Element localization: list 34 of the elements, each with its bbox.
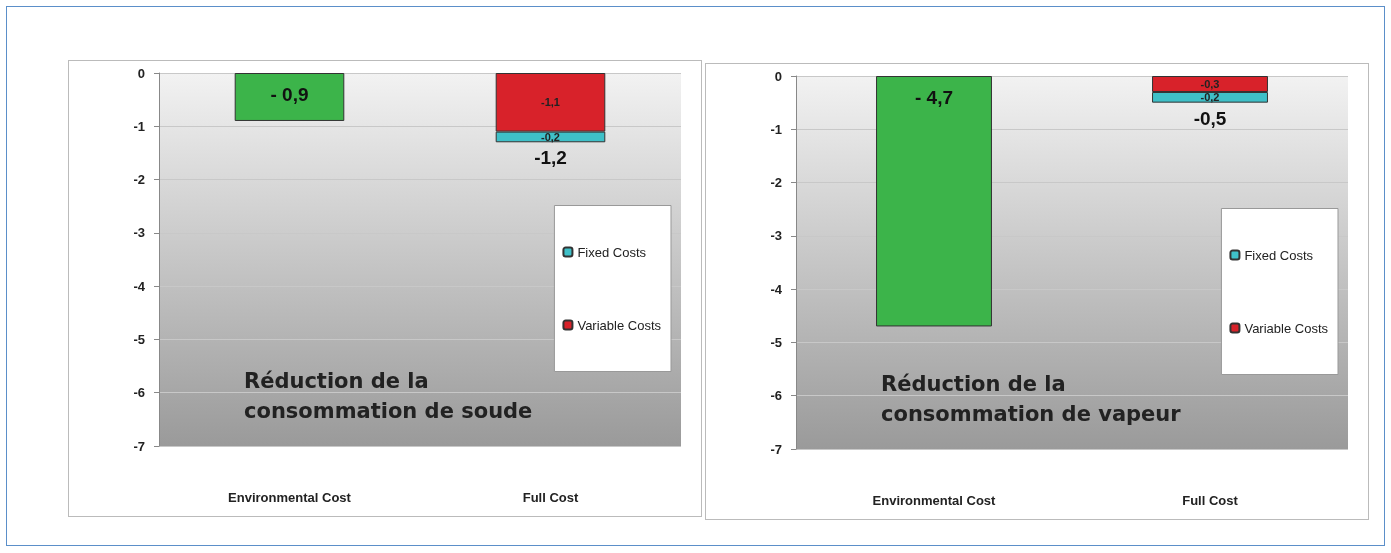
legend-label: Fixed Costs [1244,247,1314,263]
legend-label: Variable Costs [577,317,662,333]
x-tick-label: Environmental Cost [228,490,352,505]
text: Réduction de la consommation de vapeur [881,372,1182,426]
data-label: -1,1 [541,96,560,109]
data-label: - 4,7 [914,87,954,108]
y-tick-label: -5 [770,334,782,350]
y-tick-label: -1 [133,118,145,134]
y-tick-label: -5 [133,331,145,347]
y-tick-label: 0 [137,65,145,81]
y-tick-label: -6 [770,388,782,404]
data-label: - 0,9 [270,84,309,105]
y-tick-label: -3 [133,225,145,241]
total-label: -0,5 [1193,107,1227,129]
y-tick-label: -4 [770,281,783,297]
text: Réduction de la consommation de soude [244,369,533,423]
y-tick-label: -6 [133,385,145,401]
x-tick-label: Full Cost [522,490,579,505]
data-label: -0,3 [1200,77,1220,90]
x-tick-label: Environmental Cost [872,493,997,508]
y-tick-label: -7 [133,438,145,454]
legend-label: Fixed Costs [577,244,647,260]
data-label: -0,2 [1200,91,1220,104]
y-tick-label: 0 [774,68,782,84]
y-tick-label: -1 [770,121,782,137]
legend-label: Variable Costs [1244,320,1329,336]
total-label: -1,2 [534,147,567,169]
data-label: -0,2 [541,130,560,143]
y-tick-label: -2 [770,175,782,191]
y-tick-label: -7 [770,441,782,457]
y-tick-label: -4 [133,278,146,294]
y-tick-label: -3 [770,228,782,244]
y-tick-label: -2 [133,172,145,188]
x-tick-label: Full Cost [1182,493,1239,508]
